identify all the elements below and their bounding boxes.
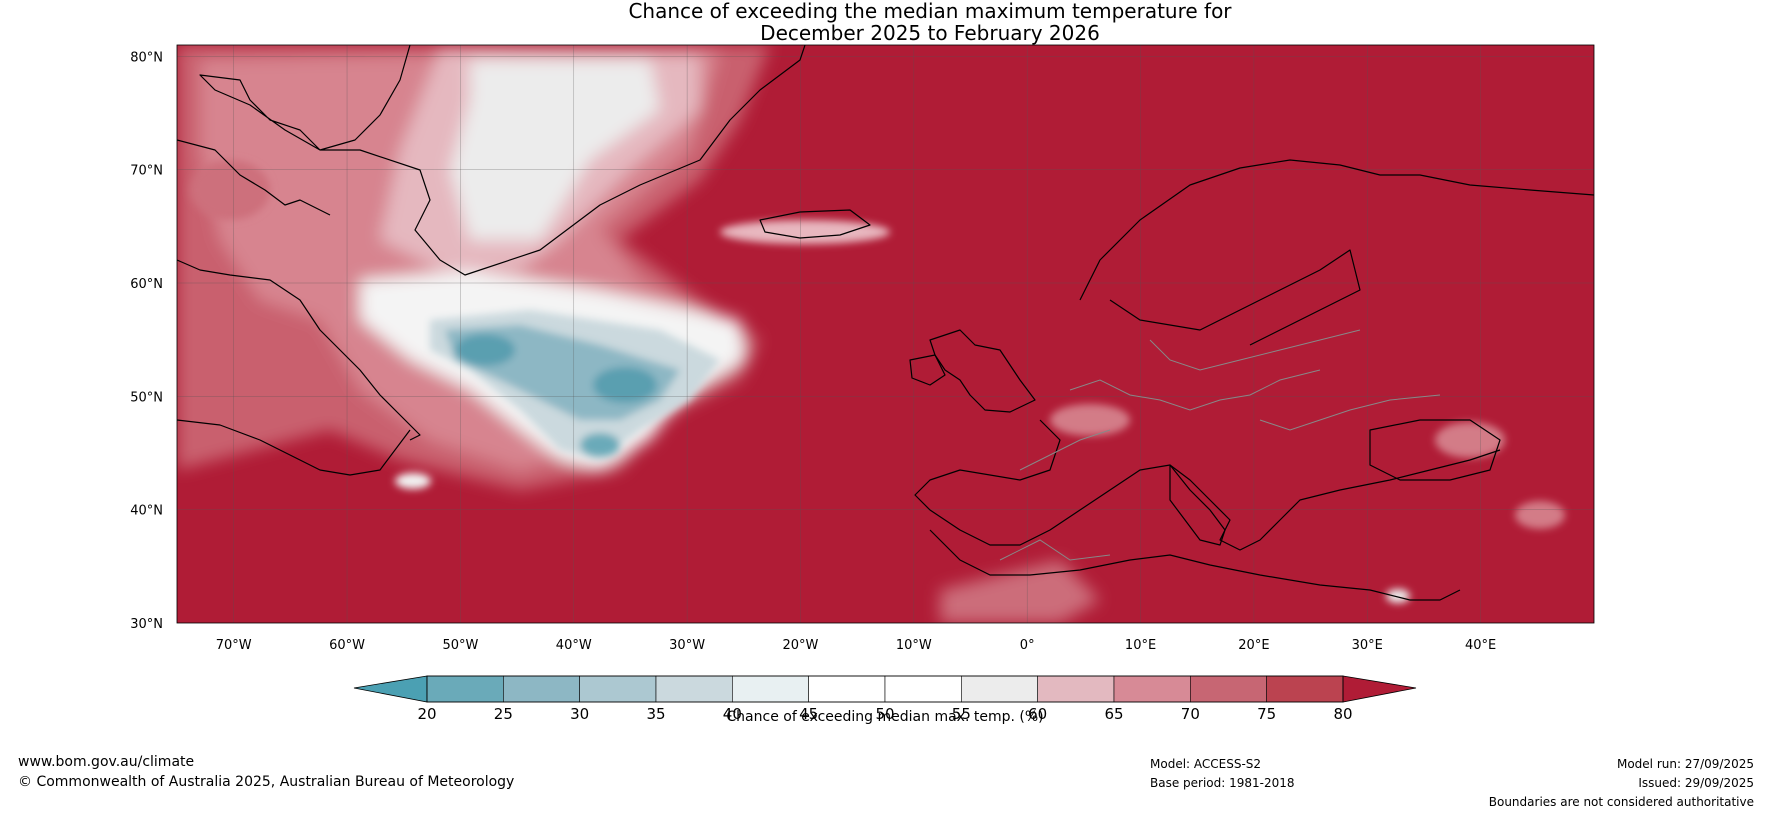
lon-label: 10°W [896, 638, 932, 653]
coastlines [177, 45, 1594, 601]
lat-label: 60°N [130, 277, 163, 292]
colorbar-tick-label: 20 [417, 705, 436, 723]
boundaries-disclaimer: Boundaries are not considered authoritat… [1488, 795, 1754, 809]
nova-scotia-coast [177, 419, 411, 476]
colorbar-high-triangle [1342, 675, 1417, 703]
lat-label: 80°N [130, 50, 163, 65]
map-title-line2: December 2025 to February 2026 [760, 21, 1100, 45]
zone-spain-africa-pink [940, 560, 1100, 623]
lat-label: 70°N [130, 164, 163, 179]
colorbar-tick-label: 45 [799, 705, 818, 723]
colorbar-tick-label: 40 [723, 705, 742, 723]
ireland-coast [909, 354, 946, 386]
europe-coast [914, 419, 1501, 551]
colorbar-bin [655, 675, 733, 703]
lat-label: 50°N [130, 390, 163, 405]
italy-coast [1169, 464, 1226, 546]
labrador-coast [177, 259, 421, 441]
greenland-coast [199, 45, 806, 276]
colorbar-frame [426, 675, 1344, 703]
lon-label: 20°E [1238, 638, 1269, 653]
website-link[interactable]: www.bom.gov.au/climate [18, 754, 195, 770]
colorbar-tick-label: 65 [1104, 705, 1123, 723]
colorbar-tick-label: 60 [1028, 705, 1047, 723]
lon-label: 30°W [669, 638, 705, 653]
lon-label: 70°W [216, 638, 252, 653]
colorbar-bin [1113, 675, 1191, 703]
map-frame [176, 44, 1595, 624]
issued-date: Issued: 29/09/2025 [1638, 776, 1754, 790]
scandinavia-coast [1079, 159, 1594, 301]
lat-label: 40°N [130, 504, 163, 519]
black-sea-coast [1369, 419, 1501, 481]
colorbar-tick-label: 55 [952, 705, 971, 723]
colorbar-tick-label: 80 [1333, 705, 1352, 723]
africa-coast [929, 529, 1461, 601]
colorbar-low-triangle [353, 675, 428, 703]
country-borders [999, 329, 1441, 561]
colorbar: 20 25 30 35 40 45 50 55 60 65 70 75 80 [353, 675, 1417, 723]
colorbar-tick-label: 25 [494, 705, 513, 723]
iceland-coast [759, 209, 871, 239]
colorbar-bin [1190, 675, 1267, 703]
colorbar-tick-label: 50 [875, 705, 894, 723]
model-name: Model: ACCESS-S2 [1150, 757, 1262, 771]
colorbar-bin [503, 675, 580, 703]
copyright-text: © Commonwealth of Australia 2025, Austra… [18, 774, 515, 790]
lon-label: 40°E [1465, 638, 1496, 653]
baffin-coast [177, 139, 331, 216]
colorbar-label: Chance of exceeding median max. temp. (%… [726, 709, 1044, 725]
colorbar-bin [961, 675, 1038, 703]
lon-label: 20°W [783, 638, 819, 653]
base-period: Base period: 1981-2018 [1150, 776, 1295, 790]
colorbar-tick-label: 70 [1181, 705, 1200, 723]
small-features [190, 160, 1565, 603]
colorbar-bin [808, 675, 886, 703]
lat-labels: 80°N 70°N 60°N 50°N 40°N 30°N [130, 50, 163, 632]
lon-label: 10°E [1125, 638, 1156, 653]
model-run-date: Model run: 27/09/2025 [1616, 757, 1754, 771]
colorbar-bin [884, 675, 962, 703]
colorbar-bin [579, 675, 657, 703]
lon-label: 40°W [556, 638, 592, 653]
colorbar-bin [1266, 675, 1344, 703]
colorbar-tick-label: 75 [1257, 705, 1276, 723]
colorbar-bin [732, 675, 809, 703]
colorbar-bins [426, 675, 1344, 703]
britain-coast [929, 329, 1036, 413]
colorbar-tick-label: 35 [646, 705, 665, 723]
lon-label: 60°W [329, 638, 365, 653]
lat-label: 30°N [130, 617, 163, 632]
colorbar-bin [426, 675, 504, 703]
lon-labels: 70°W 60°W 50°W 40°W 30°W 20°W 10°W 0° 10°E 20°E 30… [216, 638, 1497, 653]
map-panel [177, 45, 1594, 623]
baltic-coast [1109, 249, 1361, 346]
map-title-line1: Chance of exceeding the median maximum t… [628, 0, 1232, 23]
colorbar-ticks: 20 25 30 35 40 45 50 55 60 65 70 75 80 [417, 705, 1352, 723]
lon-label: 0° [1020, 638, 1035, 653]
lon-label: 50°W [442, 638, 478, 653]
colorbar-tick-label: 30 [570, 705, 589, 723]
lon-label: 30°E [1352, 638, 1383, 653]
colorbar-bin [1037, 675, 1115, 703]
zone-55-60 [450, 60, 660, 240]
